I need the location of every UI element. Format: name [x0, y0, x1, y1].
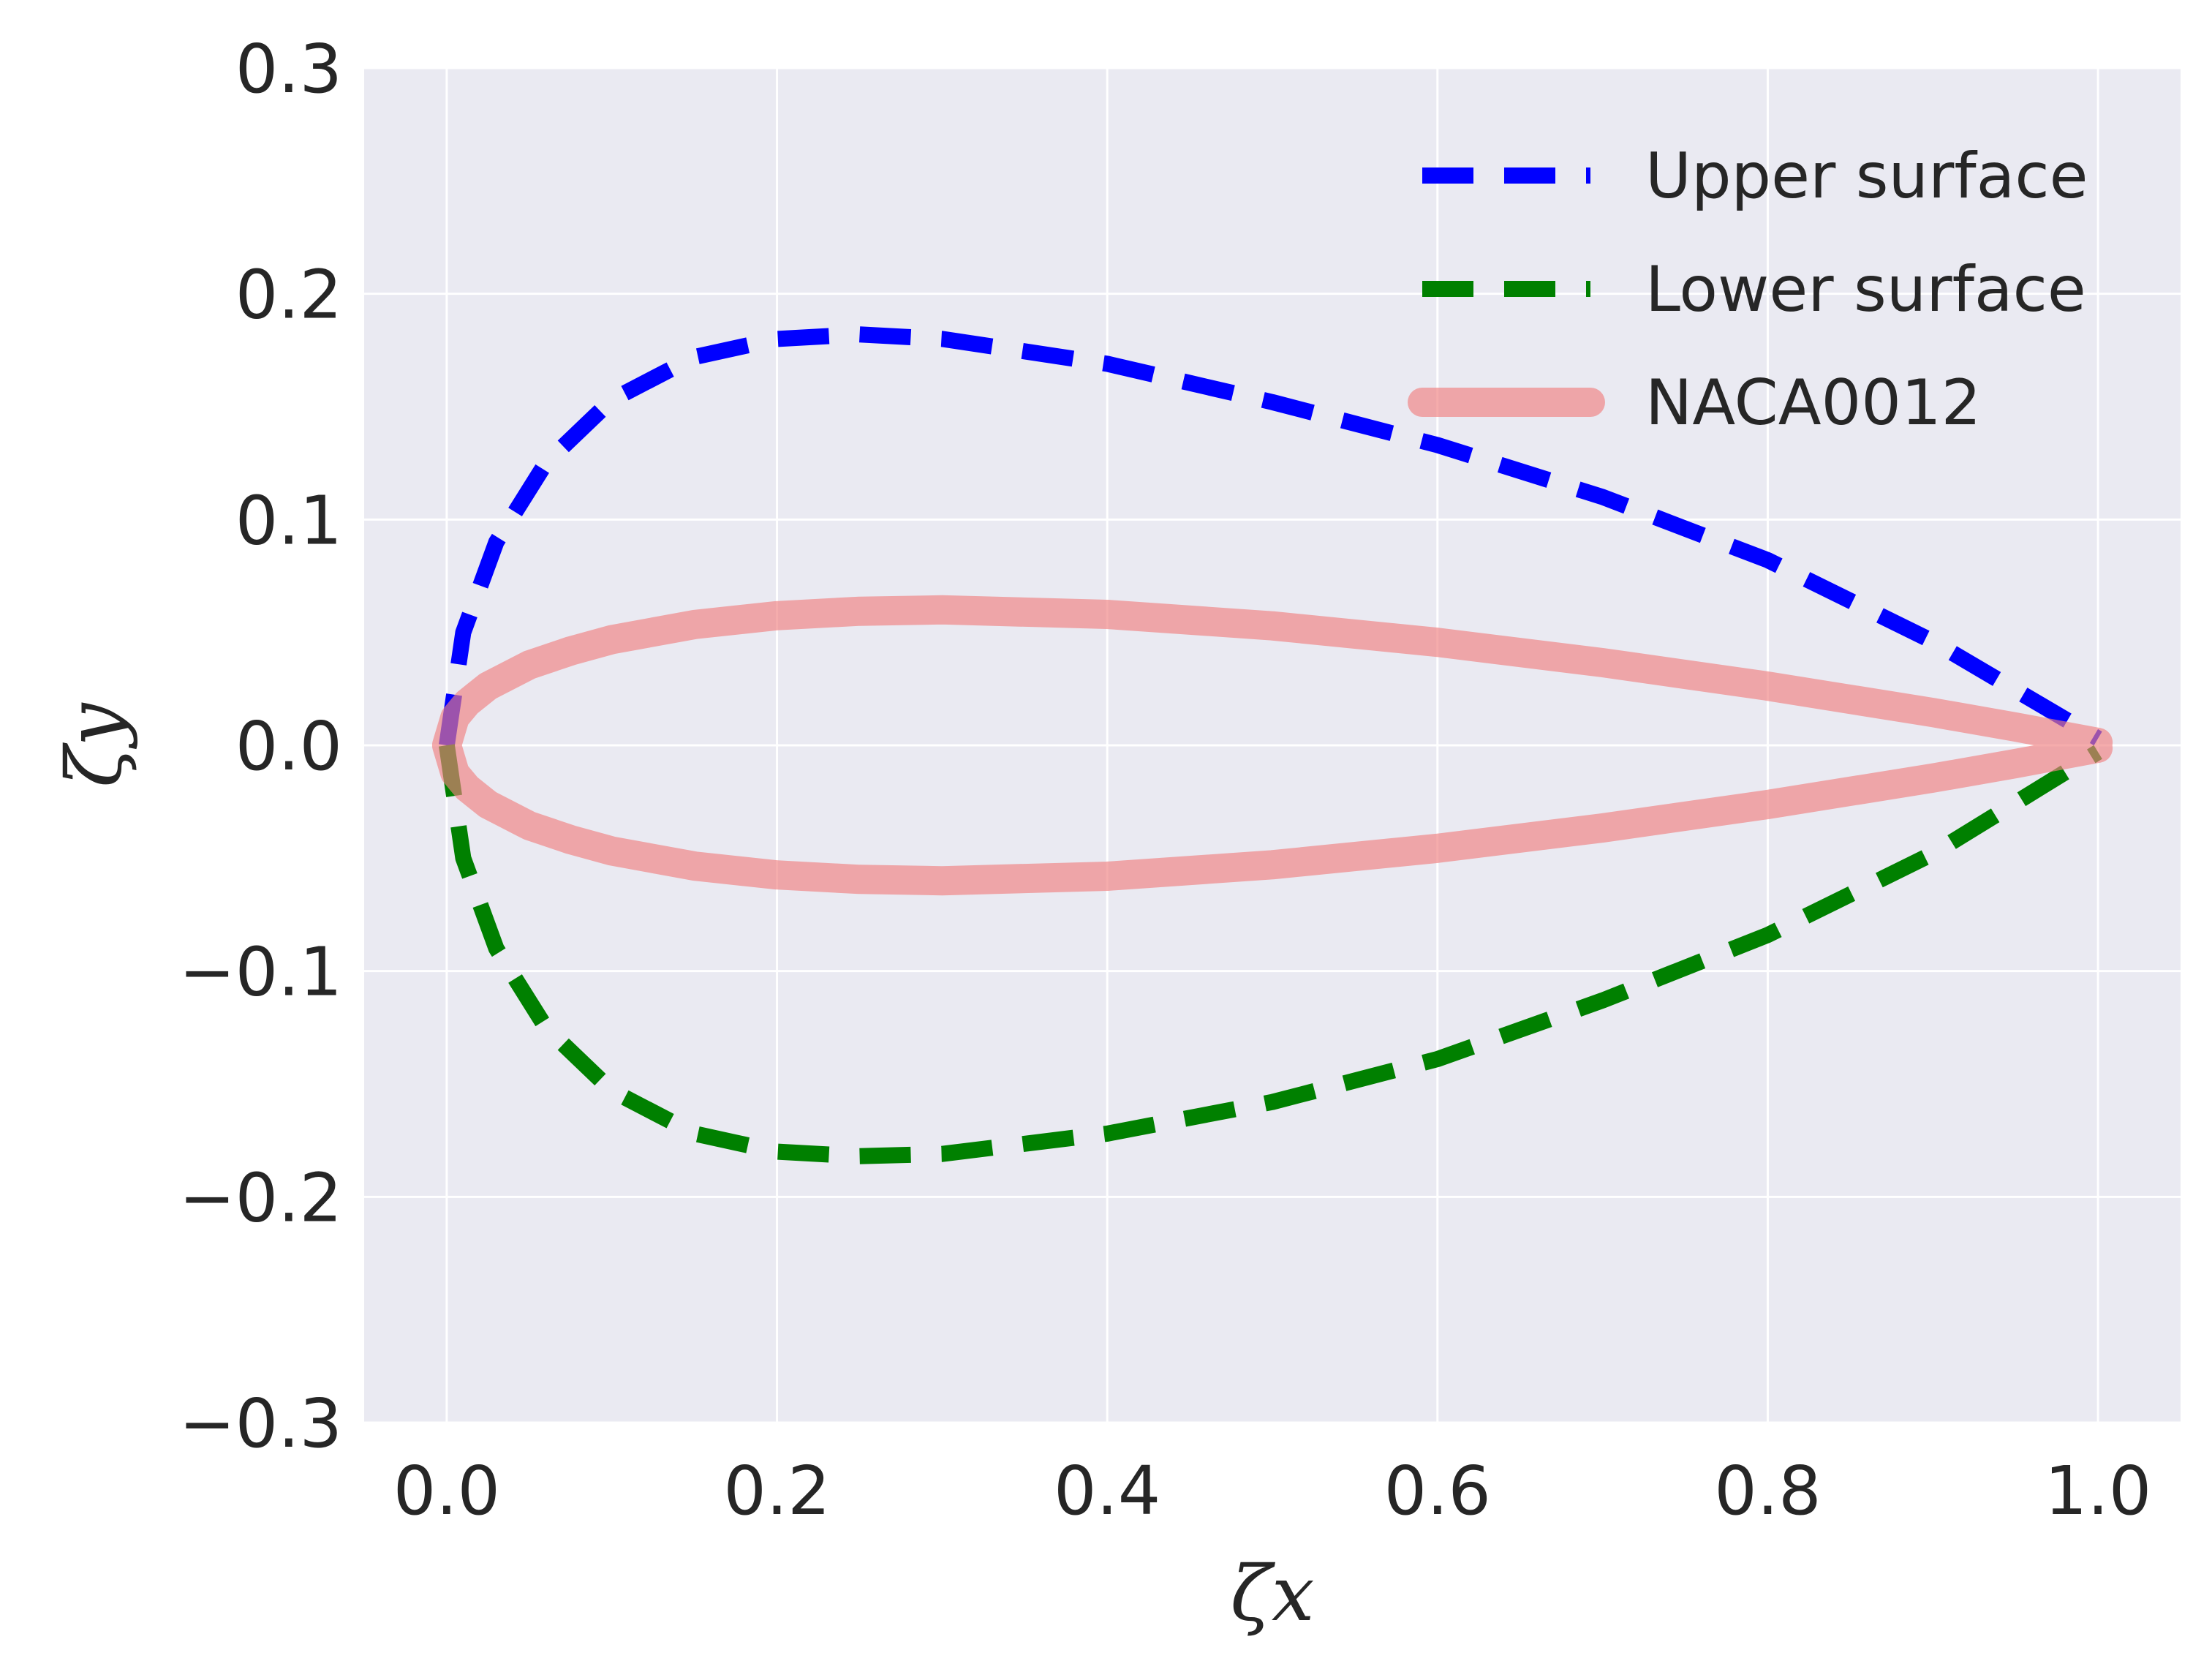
x-tick-label: 0.6	[1384, 1452, 1491, 1530]
y-tick-label: −0.1	[179, 933, 342, 1012]
y-tick-label: −0.3	[179, 1385, 342, 1463]
y-tick-label: 0.1	[235, 481, 342, 560]
series-line-upper-surface	[439, 326, 2102, 747]
x-tick-label: 1.0	[2045, 1452, 2151, 1530]
legend-label: NACA0012	[1645, 366, 1981, 440]
series-line-naca0012	[431, 595, 2113, 896]
series-group	[431, 326, 2113, 1164]
legend: Upper surface Lower surface NACA0012	[1408, 140, 2088, 440]
x-axis-label: ζx	[1230, 1549, 1314, 1638]
series-line-lower-surface	[439, 744, 2102, 1164]
y-axis-label: ζy	[50, 702, 139, 787]
y-tick-label: 0.0	[235, 707, 342, 786]
y-tick-label: −0.2	[179, 1159, 342, 1237]
x-tick-label: 0.8	[1714, 1452, 1821, 1530]
x-tick-labels: 0.0 0.2 0.4 0.6 0.8 1.0	[393, 1452, 2151, 1530]
x-tick-label: 0.2	[723, 1452, 830, 1530]
x-tick-label: 0.0	[393, 1452, 500, 1530]
x-tick-label: 0.4	[1054, 1452, 1160, 1530]
legend-label: Upper surface	[1645, 140, 2088, 213]
legend-label: Lower surface	[1645, 253, 2086, 326]
y-tick-labels: 0.3 0.2 0.1 0.0 −0.1 −0.2 −0.3	[179, 30, 342, 1463]
y-tick-label: 0.2	[235, 256, 342, 334]
grid-lines	[364, 67, 2181, 1424]
y-tick-label: 0.3	[235, 30, 342, 108]
